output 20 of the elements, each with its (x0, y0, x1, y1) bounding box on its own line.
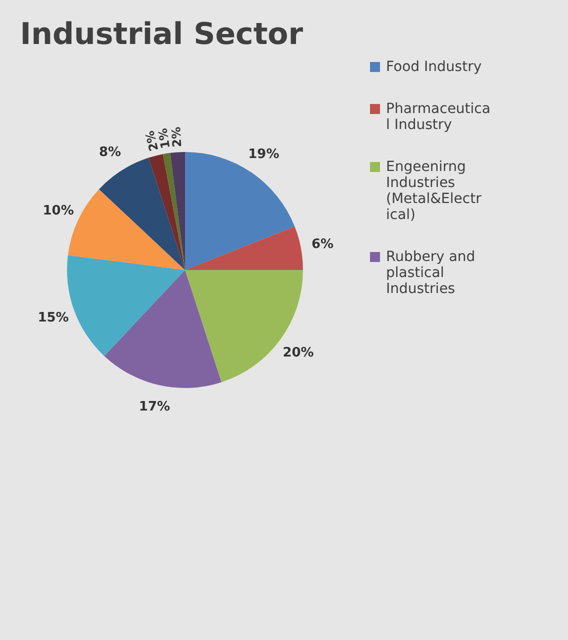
pie-slice (67, 255, 185, 356)
data-label: 20% (282, 345, 314, 360)
pie-slice (170, 152, 185, 270)
data-label: 10% (42, 203, 74, 218)
pie-slice (162, 152, 185, 270)
pie-slice (148, 154, 185, 270)
data-label: 2% (169, 126, 184, 148)
legend-label: Food Industry (386, 59, 482, 75)
legend-label: Rubbery and plastical Industries (386, 249, 476, 297)
legend-label: Pharmaceutical Industry (386, 101, 490, 133)
data-label: 17% (138, 400, 170, 415)
data-label: 8% (98, 144, 122, 160)
pie-slice (98, 158, 185, 270)
chart-title: Industrial Sector (20, 17, 304, 52)
pie-slice (185, 226, 303, 270)
pie-slice (104, 270, 222, 388)
data-label: 6% (311, 236, 334, 252)
data-label: 15% (38, 310, 69, 326)
data-label: 19% (248, 147, 280, 162)
legend-label: Engeenirng Industries (Metal&Electrical) (386, 159, 482, 223)
